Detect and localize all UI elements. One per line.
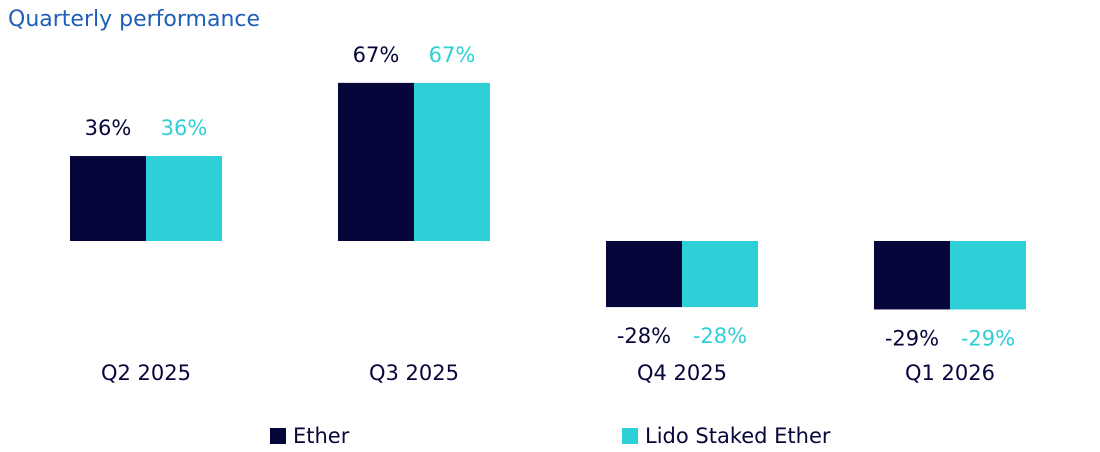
x-tick-label: Q2 2025: [101, 361, 191, 385]
value-label: -29%: [961, 326, 1015, 350]
bar: [414, 82, 490, 241]
value-label: 36%: [161, 116, 208, 140]
bar: [70, 156, 146, 241]
bar: [874, 241, 950, 310]
bar: [338, 82, 414, 241]
value-label: -29%: [885, 326, 939, 350]
bar: [950, 241, 1026, 310]
legend-label: Lido Staked Ether: [645, 424, 831, 448]
legend-swatch: [270, 428, 286, 444]
bar: [682, 241, 758, 308]
value-label: -28%: [693, 324, 747, 348]
x-tick-label: Q3 2025: [369, 361, 459, 385]
x-tick-label: Q4 2025: [637, 361, 727, 385]
x-tick-label: Q1 2026: [905, 361, 995, 385]
value-label: 36%: [85, 116, 132, 140]
chart-title: Quarterly performance: [8, 7, 260, 32]
value-label: 67%: [353, 43, 400, 67]
value-label: -28%: [617, 324, 671, 348]
legend-label: Ether: [293, 424, 350, 448]
legend-swatch: [622, 428, 638, 444]
bar: [146, 156, 222, 241]
bar: [606, 241, 682, 308]
value-label: 67%: [429, 43, 476, 67]
